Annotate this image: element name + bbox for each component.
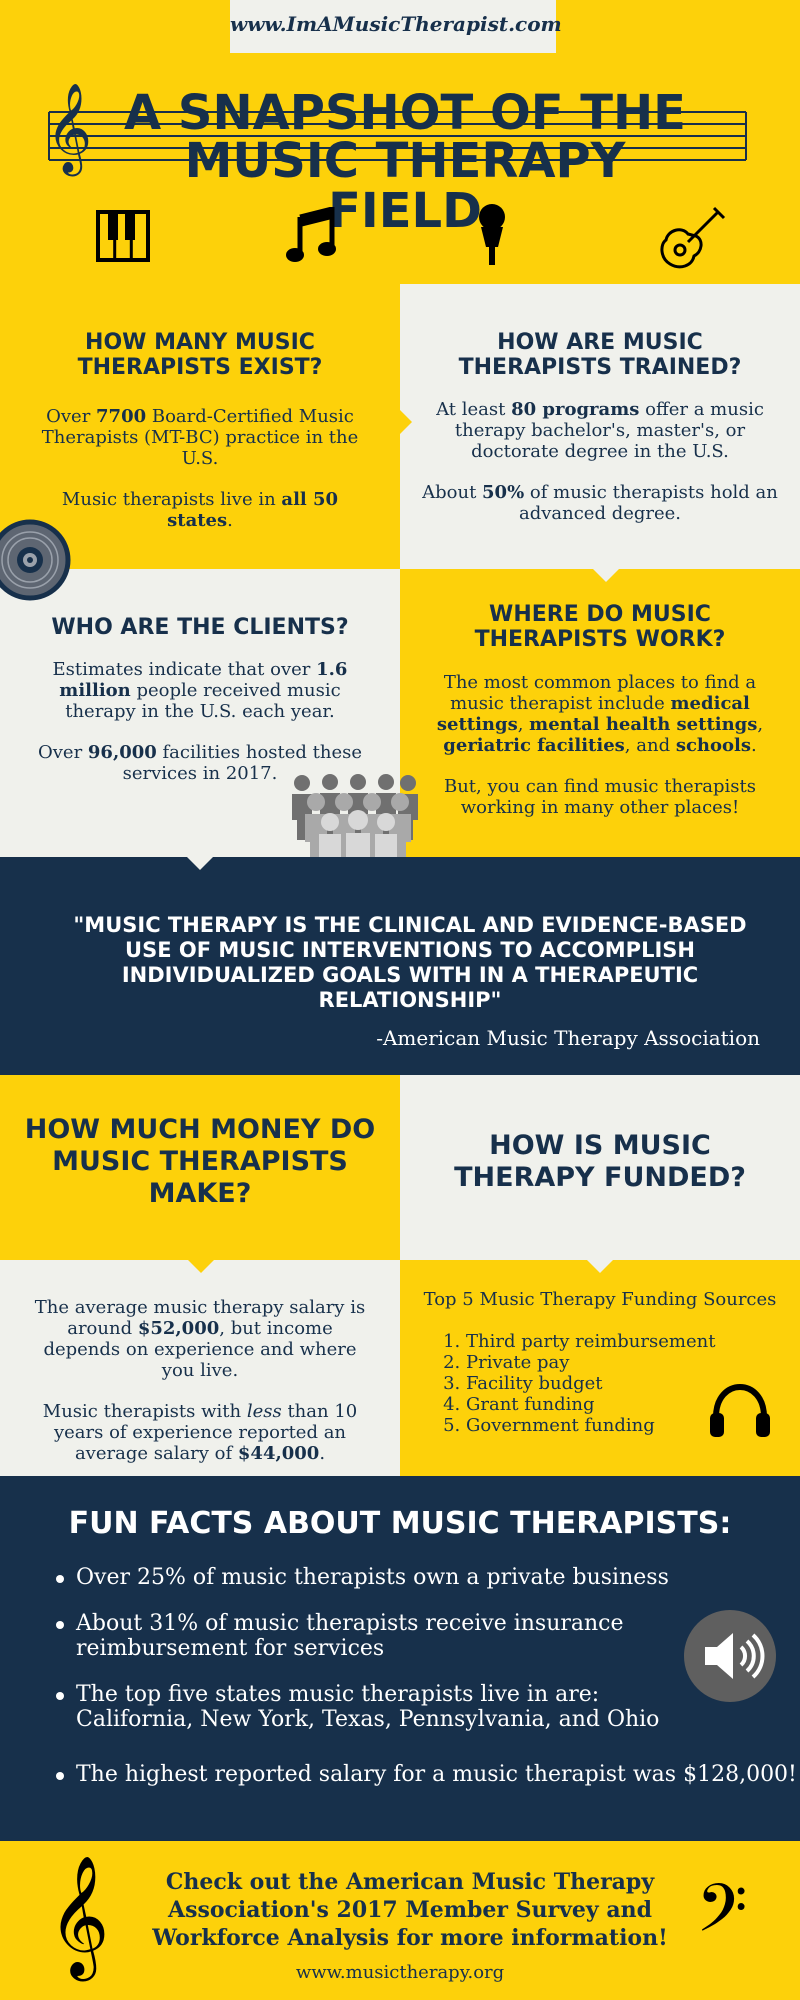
pointer-arrow <box>187 857 213 870</box>
funded-panel <box>400 1260 800 1476</box>
music-note-icon <box>286 207 336 262</box>
exist-heading: HOW MANY MUSIC THERAPISTS EXIST? <box>77 330 323 380</box>
work-text: The most common places to find a music t… <box>436 672 764 818</box>
pointer-arrow <box>587 1260 613 1273</box>
funding-list-title: Top 5 Music Therapy Funding Sources <box>423 1289 777 1310</box>
speaker-icon[interactable] <box>683 1609 777 1703</box>
clients-heading: WHO ARE THE CLIENTS? <box>51 615 349 640</box>
people-group-icon <box>292 774 418 882</box>
exist-panel <box>0 284 400 569</box>
piano-keys-icon <box>96 210 150 262</box>
header-url[interactable]: www.ImAMusicTherapist.com <box>230 12 562 36</box>
treble-clef-footer-icon: 𝄞 <box>48 1854 110 1976</box>
fun-facts-list: Over 25% of music therapists own a priva… <box>54 1565 797 1808</box>
money-heading: HOW MUCH MONEY DO MUSIC THERAPISTS MAKE? <box>24 1114 376 1209</box>
money-panel <box>0 1260 400 1476</box>
header-url-box <box>230 0 556 53</box>
fun-facts-panel <box>0 1476 800 1841</box>
treble-clef-icon: 𝄞 <box>46 83 93 173</box>
quote-panel <box>0 857 800 1075</box>
headphones-icon <box>710 1383 770 1437</box>
title-staff <box>48 111 747 161</box>
pointer-arrow <box>188 1260 214 1273</box>
bass-clef-icon: 𝄢 <box>696 1870 748 1963</box>
list-item: Government funding <box>466 1415 744 1436</box>
list-item: Private pay <box>466 1352 744 1373</box>
quote-text: "MUSIC THERAPY IS THE CLINICAL AND EVIDE… <box>73 913 747 1012</box>
list-item: Over 25% of music therapists own a priva… <box>54 1565 674 1590</box>
microphone-icon <box>479 204 505 265</box>
guitar-icon <box>660 206 726 269</box>
list-item: Facility budget <box>466 1373 744 1394</box>
work-panel <box>400 569 800 857</box>
list-item: Third party reimbursement <box>466 1331 744 1352</box>
quote-attribution: -American Music Therapy Association <box>376 1026 760 1050</box>
funding-sources-list: Third party reimbursement Private pay Fa… <box>444 1331 744 1436</box>
work-heading: WHERE DO MUSIC THERAPISTS WORK? <box>474 602 726 652</box>
page-title-line2: MUSIC THERAPY FIELD <box>184 133 626 239</box>
pointer-arrow <box>400 410 412 434</box>
list-item: The highest reported salary for a music … <box>54 1762 800 1787</box>
list-item: Grant funding <box>466 1394 744 1415</box>
pointer-arrow <box>593 569 619 582</box>
money-heading-panel <box>0 1075 400 1260</box>
page-title-line1: A SNAPSHOT OF THE <box>124 85 686 141</box>
trained-heading: HOW ARE MUSIC THERAPISTS TRAINED? <box>458 330 742 380</box>
funded-heading: HOW IS MUSIC THERAPY FUNDED? <box>454 1130 746 1193</box>
clients-text: Estimates indicate that over 1.6 million… <box>37 659 363 784</box>
exist-text: Over 7700 Board-Certified Music Therapis… <box>41 406 359 531</box>
money-text: The average music therapy salary is arou… <box>34 1297 366 1464</box>
footer-url[interactable]: www.musictherapy.org <box>295 1962 505 1983</box>
funded-heading-panel <box>400 1075 800 1260</box>
fun-facts-heading: FUN FACTS ABOUT MUSIC THERAPISTS: <box>68 1506 732 1541</box>
vinyl-record-icon <box>0 519 71 601</box>
trained-text: At least 80 programs offer a music thera… <box>422 399 778 524</box>
list-item: About 31% of music therapists receive in… <box>54 1611 674 1661</box>
footer-cta: Check out the American Music Therapy Ass… <box>152 1869 668 1951</box>
list-item: The top five states music therapists liv… <box>54 1682 674 1732</box>
trained-panel <box>400 284 800 569</box>
